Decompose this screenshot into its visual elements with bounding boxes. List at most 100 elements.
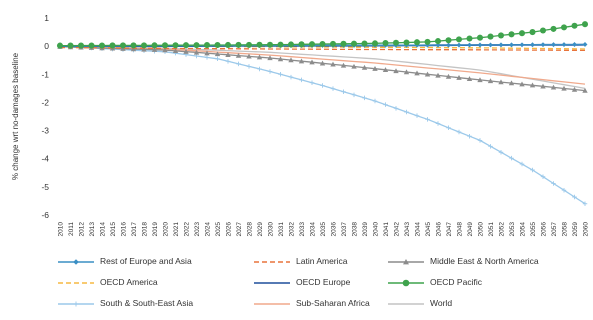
data-point <box>509 155 514 161</box>
legend-swatch <box>58 282 94 284</box>
x-tick-label: 2034 <box>310 222 317 237</box>
x-tick-label: 2022 <box>184 222 191 237</box>
data-point <box>413 39 421 46</box>
series-middle-east-north-america <box>57 44 588 93</box>
data-point <box>488 42 493 48</box>
x-tick-label: 2040 <box>373 222 380 237</box>
data-point <box>561 42 567 48</box>
data-point <box>530 42 535 48</box>
data-point <box>246 53 252 59</box>
data-point <box>172 42 179 49</box>
y-tick-label: -5 <box>41 182 49 192</box>
data-point <box>466 76 473 81</box>
legend-swatch <box>58 259 94 265</box>
data-point <box>288 74 294 80</box>
x-tick-label: 2015 <box>110 222 117 237</box>
legend-label: Latin America <box>296 256 348 266</box>
data-point <box>477 138 483 143</box>
data-point <box>560 24 568 31</box>
data-point <box>351 63 357 69</box>
data-point <box>530 167 535 173</box>
data-point <box>119 42 127 49</box>
data-point <box>455 36 463 43</box>
data-point <box>56 42 64 49</box>
data-point <box>308 41 316 48</box>
x-tick-label: 2016 <box>121 222 128 237</box>
data-point <box>351 92 357 98</box>
series-world <box>59 45 586 90</box>
data-point <box>467 133 472 139</box>
data-point <box>288 57 294 63</box>
data-point <box>498 79 504 85</box>
data-point <box>361 40 368 47</box>
data-point <box>98 42 106 49</box>
data-point <box>151 47 158 52</box>
data-point <box>582 41 588 47</box>
data-point <box>361 64 368 70</box>
data-point <box>404 109 409 115</box>
series-line <box>59 45 586 205</box>
data-point <box>278 72 283 77</box>
y-axis-label: % change wrt no-damages baseline <box>11 52 20 180</box>
x-tick-label: 2059 <box>572 222 579 237</box>
x-tick-label: 2050 <box>478 222 485 237</box>
data-point <box>329 40 337 47</box>
data-point <box>508 80 515 86</box>
data-point <box>340 62 347 68</box>
x-tick-label: 2060 <box>583 222 590 237</box>
x-tick-label: 2051 <box>488 222 495 237</box>
data-point <box>224 41 232 48</box>
x-tick-label: 2037 <box>341 222 348 237</box>
data-point <box>435 72 441 78</box>
line-chart: % change wrt no-damages baseline 1 0 -1 -2 -… <box>11 13 590 237</box>
data-point <box>267 69 273 74</box>
data-point <box>109 42 116 49</box>
legend-label: OECD America <box>100 277 158 287</box>
data-point <box>120 46 126 51</box>
y-tick-labels: 1 0 -1 -2 -3 -4 -5 -6 <box>41 13 49 220</box>
data-point <box>214 51 221 57</box>
x-tick-label: 2035 <box>320 222 327 237</box>
data-point <box>225 59 231 64</box>
data-point <box>540 174 546 179</box>
series-line <box>59 46 586 85</box>
data-point <box>539 27 547 34</box>
x-tick-label: 2031 <box>278 222 285 237</box>
data-point <box>73 259 79 265</box>
data-point <box>414 70 420 76</box>
data-point <box>204 55 210 60</box>
x-tick-label: 2029 <box>257 222 264 237</box>
x-tick-label: 2026 <box>226 222 233 237</box>
x-tick-label: 2058 <box>562 222 569 237</box>
data-point <box>225 52 231 57</box>
legend-swatch <box>388 303 424 305</box>
data-point <box>382 40 389 47</box>
data-point <box>319 60 326 66</box>
data-point <box>309 59 315 65</box>
data-point <box>393 68 399 74</box>
data-point <box>299 77 304 83</box>
legend-swatch <box>388 279 424 287</box>
data-point <box>466 35 473 42</box>
x-tick-label: 2033 <box>299 222 306 237</box>
data-point <box>298 58 305 64</box>
data-point <box>236 61 241 67</box>
data-point <box>256 54 263 60</box>
data-point <box>141 46 147 52</box>
data-point <box>73 301 79 307</box>
data-point <box>435 121 441 126</box>
data-point <box>476 34 484 41</box>
y-tick-label: 1 <box>44 13 49 23</box>
data-point <box>571 22 578 29</box>
data-point <box>245 41 253 48</box>
data-point <box>350 40 358 47</box>
x-tick-label: 2044 <box>415 222 422 237</box>
data-point <box>309 80 315 85</box>
data-point <box>508 31 515 38</box>
x-tick-label: 2041 <box>383 222 390 237</box>
y-tick-label: -4 <box>41 154 49 164</box>
x-tick-label: 2049 <box>467 222 474 237</box>
x-tick-label: 2019 <box>152 222 159 237</box>
data-point <box>330 61 336 67</box>
data-point <box>266 41 274 48</box>
